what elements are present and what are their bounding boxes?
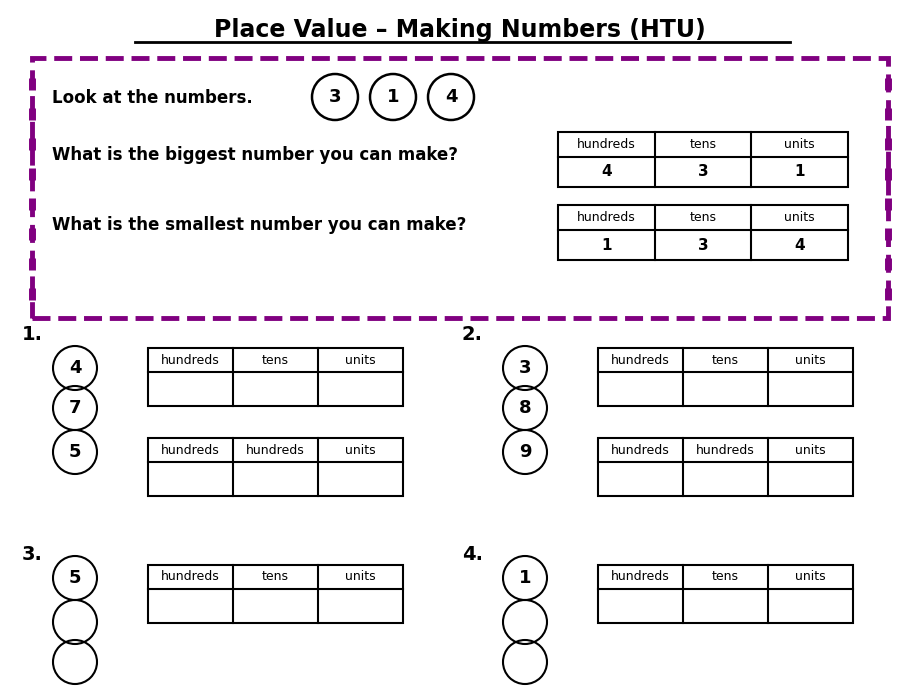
Text: tens: tens [688,138,716,151]
Text: 5: 5 [69,569,81,587]
Text: 4: 4 [69,359,81,377]
Bar [558,132,847,187]
Text: hundreds: hundreds [610,444,669,457]
Text: 4: 4 [444,88,457,106]
Text: tens: tens [262,570,289,584]
Text: 4: 4 [600,165,611,180]
Text: 3: 3 [328,88,341,106]
Text: 4.: 4. [461,546,482,564]
Text: 1: 1 [600,238,611,252]
Text: tens: tens [688,211,716,224]
Text: 2.: 2. [461,325,482,344]
Text: What is the smallest number you can make?: What is the smallest number you can make… [52,216,466,234]
Text: 1: 1 [793,165,804,180]
Bar [597,565,852,623]
Text: tens: tens [262,353,289,367]
Text: 1: 1 [386,88,399,106]
Bar [148,565,403,623]
Bar [597,438,852,496]
Text: tens: tens [711,353,738,367]
Text: Place Value – Making Numbers (HTU): Place Value – Making Numbers (HTU) [214,18,705,42]
Text: units: units [345,570,375,584]
Text: hundreds: hundreds [696,444,754,457]
Text: units: units [794,353,825,367]
Bar [597,348,852,406]
Bar [148,438,403,496]
Bar [558,205,847,260]
Bar [32,58,887,318]
Text: units: units [794,570,825,584]
Text: units: units [345,444,375,457]
Text: units: units [784,211,814,224]
Text: hundreds: hundreds [246,444,304,457]
Text: 1.: 1. [22,325,43,344]
Text: 8: 8 [518,399,531,417]
Text: hundreds: hundreds [576,211,635,224]
Text: 1: 1 [518,569,530,587]
Text: hundreds: hundreds [576,138,635,151]
Text: 4: 4 [793,238,804,252]
Bar [148,348,403,406]
Text: units: units [345,353,375,367]
Text: 3.: 3. [22,546,43,564]
Text: hundreds: hundreds [161,353,220,367]
Text: 9: 9 [518,443,530,461]
Text: 7: 7 [69,399,81,417]
Text: Look at the numbers.: Look at the numbers. [52,89,253,107]
Text: What is the biggest number you can make?: What is the biggest number you can make? [52,146,458,164]
Text: 5: 5 [69,443,81,461]
Text: tens: tens [711,570,738,584]
Text: 3: 3 [518,359,530,377]
Text: hundreds: hundreds [610,570,669,584]
Text: 3: 3 [697,238,708,252]
Text: hundreds: hundreds [610,353,669,367]
Text: hundreds: hundreds [161,444,220,457]
Text: 3: 3 [697,165,708,180]
Text: units: units [794,444,825,457]
Text: units: units [784,138,814,151]
Text: hundreds: hundreds [161,570,220,584]
